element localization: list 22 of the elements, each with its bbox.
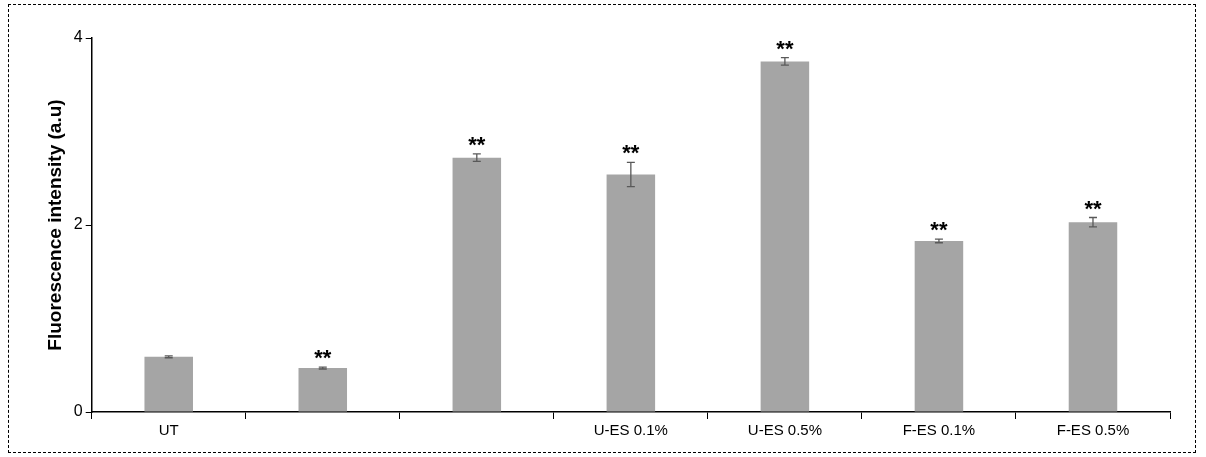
x-tick-label: F-ES 0.5% bbox=[1056, 421, 1130, 439]
data-label: ** bbox=[314, 345, 332, 371]
bar bbox=[452, 157, 502, 412]
data-label: ** bbox=[930, 217, 948, 243]
data-label: ** bbox=[1084, 195, 1102, 221]
data-label: ** bbox=[776, 35, 794, 61]
bar bbox=[914, 240, 964, 412]
x-tick-label: F-ES 0.1% bbox=[902, 421, 976, 439]
y-tick-label: 2 bbox=[73, 215, 83, 233]
bar bbox=[760, 61, 810, 412]
y-tick-label: 4 bbox=[73, 28, 83, 46]
bar bbox=[298, 368, 348, 412]
x-tick-label: U-ES 0.5% bbox=[747, 421, 822, 439]
bar bbox=[606, 174, 656, 412]
bar bbox=[1068, 222, 1118, 412]
data-label: ** bbox=[622, 140, 640, 166]
y-tick-label: 0 bbox=[73, 402, 83, 420]
bar bbox=[144, 356, 193, 412]
y-axis-title: Fluorescence intensity (a.u) bbox=[43, 99, 65, 351]
x-tick-label: UT bbox=[158, 421, 179, 439]
data-label: ** bbox=[468, 131, 486, 157]
x-tick-label: U-ES 0.1% bbox=[593, 421, 668, 439]
